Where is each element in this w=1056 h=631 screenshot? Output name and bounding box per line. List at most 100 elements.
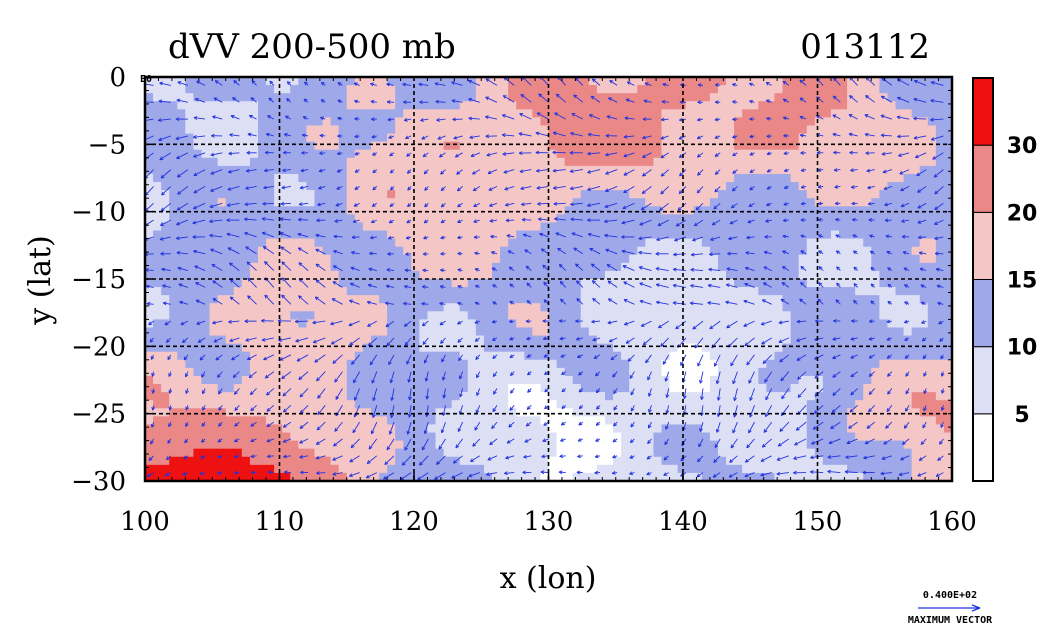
- contour-cell: [475, 254, 485, 264]
- contour-cell: [734, 472, 743, 481]
- contour-cell: [750, 319, 759, 329]
- contour-cell: [734, 206, 743, 215]
- contour-cell: [475, 311, 485, 320]
- contour-cell: [451, 367, 461, 377]
- contour-cell: [774, 424, 784, 434]
- contour-cell: [145, 303, 154, 312]
- contour-cell: [717, 149, 727, 159]
- contour-cell: [483, 157, 493, 167]
- contour-cell: [330, 117, 340, 127]
- contour-cell: [758, 214, 767, 224]
- contour-cell: [580, 157, 590, 167]
- contour-cell: [709, 109, 719, 118]
- contour-cell: [322, 375, 332, 385]
- contour-cell: [717, 456, 727, 466]
- contour-cell: [830, 254, 840, 264]
- contour-cell: [596, 456, 606, 466]
- contour-cell: [508, 157, 517, 167]
- contour-cell: [943, 230, 952, 240]
- contour-cell: [693, 165, 703, 175]
- contour-cell: [233, 133, 243, 143]
- contour-cell: [782, 173, 792, 183]
- contour-cell: [580, 456, 590, 466]
- contour-cell: [330, 295, 340, 304]
- contour-cell: [403, 400, 412, 409]
- contour-cell: [201, 295, 211, 304]
- contour-cell: [153, 311, 162, 320]
- contour-cell: [282, 319, 291, 329]
- contour-cell: [145, 424, 154, 434]
- contour-cell: [847, 424, 856, 434]
- contour-cell: [443, 351, 453, 361]
- contour-cell: [411, 359, 420, 369]
- contour-cell: [621, 173, 630, 183]
- contour-cell: [322, 222, 332, 232]
- contour-cell: [701, 279, 711, 288]
- contour-cell: [338, 149, 348, 159]
- contour-cell: [814, 367, 824, 377]
- contour-cell: [726, 359, 735, 369]
- contour-cell: [919, 343, 929, 353]
- contour-cell: [548, 343, 558, 353]
- contour-cell: [863, 77, 872, 86]
- contour-cell: [717, 165, 727, 175]
- contour-cell: [233, 238, 243, 248]
- contour-cell: [290, 190, 299, 199]
- contour-cell: [863, 400, 872, 409]
- contour-cell: [169, 198, 178, 207]
- contour-cell: [919, 109, 929, 118]
- contour-cell: [596, 125, 606, 135]
- contour-cell: [556, 133, 566, 143]
- contour-cell: [282, 351, 291, 361]
- contour-cell: [758, 101, 767, 110]
- contour-cell: [395, 335, 404, 345]
- contour-cell: [855, 416, 864, 426]
- contour-cell: [790, 230, 800, 240]
- contour-cell: [879, 109, 889, 118]
- contour-cell: [411, 456, 420, 466]
- contour-cell: [492, 351, 501, 361]
- contour-cell: [580, 295, 590, 304]
- contour-cell: [153, 165, 162, 175]
- contour-cell: [548, 262, 558, 272]
- contour-cell: [830, 319, 840, 329]
- contour-cell: [233, 335, 243, 345]
- contour-cell: [919, 206, 929, 215]
- contour-cell: [290, 246, 299, 256]
- contour-cell: [161, 295, 170, 304]
- contour-cell: [177, 472, 186, 481]
- contour-cell: [241, 408, 251, 417]
- contour-cell: [709, 206, 719, 215]
- contour-cell: [443, 165, 453, 175]
- contour-cell: [379, 182, 388, 191]
- contour-cell: [677, 149, 687, 159]
- contour-cell: [435, 432, 445, 442]
- contour-cell: [677, 93, 687, 102]
- contour-cell: [919, 101, 929, 110]
- contour-cell: [330, 230, 340, 240]
- contour-cell: [685, 400, 695, 409]
- contour-cell: [475, 206, 485, 215]
- contour-cell: [613, 109, 622, 118]
- contour-cell: [580, 222, 590, 232]
- contour-cell: [201, 472, 211, 481]
- contour-cell: [298, 133, 307, 143]
- contour-cell: [508, 214, 517, 224]
- contour-cell: [370, 85, 380, 94]
- contour-cell: [362, 77, 372, 86]
- contour-cell: [927, 327, 937, 337]
- contour-cell: [395, 359, 404, 369]
- contour-cell: [645, 384, 655, 393]
- contour-cell: [790, 238, 800, 248]
- contour-cell: [693, 343, 703, 353]
- contour-cell: [346, 190, 356, 199]
- contour-cell: [758, 117, 767, 127]
- contour-cell: [717, 367, 727, 377]
- contour-cell: [742, 319, 751, 329]
- contour-cell: [806, 238, 816, 248]
- contour-cell: [467, 109, 477, 118]
- contour-cell: [911, 464, 921, 474]
- contour-cell: [782, 230, 792, 240]
- contour-cell: [726, 311, 735, 320]
- contour-cell: [217, 270, 227, 280]
